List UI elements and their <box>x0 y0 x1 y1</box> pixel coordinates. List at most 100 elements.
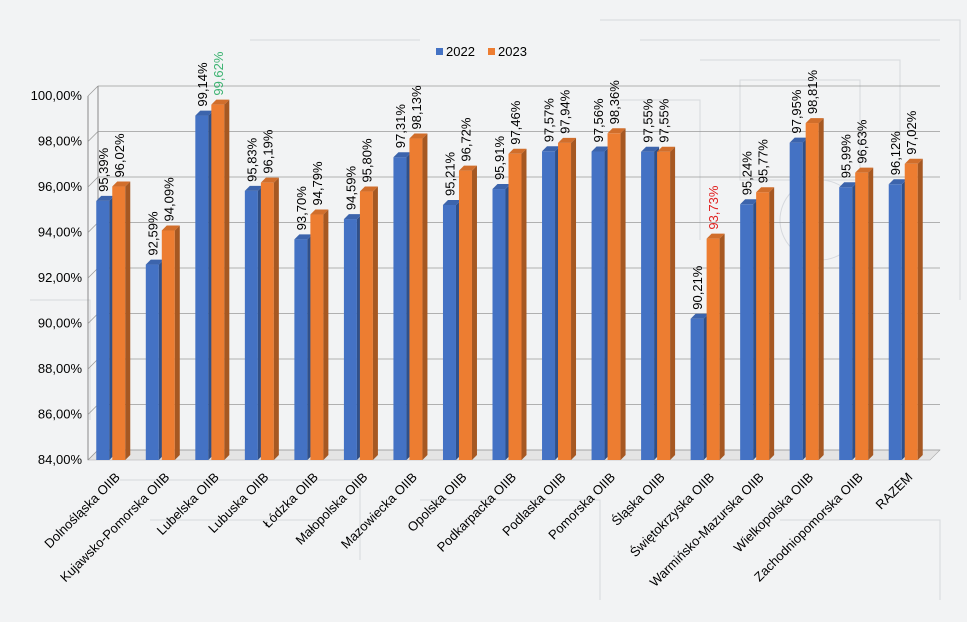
bar-2023 <box>161 230 175 460</box>
bar-2022 <box>888 184 902 460</box>
y-axis: 84,00% 86,00% 88,00% 90,00% 92,00% 94,00% 96,0… <box>31 86 99 467</box>
bar-2022 <box>492 189 506 461</box>
bar-top <box>591 146 610 152</box>
data-label: 98,36% <box>607 80 622 125</box>
bar-2023 <box>657 151 671 461</box>
data-label: 97,55% <box>657 98 672 143</box>
bar-top <box>96 195 115 201</box>
category-label: Świętokrzyska OIIB <box>627 470 717 560</box>
data-label: 97,31% <box>393 104 408 149</box>
data-label: 96,12% <box>888 131 903 176</box>
bar-side <box>719 233 725 460</box>
bar-top <box>343 214 362 220</box>
bar-top <box>260 177 279 183</box>
bar-side <box>224 99 230 461</box>
data-label: 94,79% <box>310 161 325 206</box>
data-label: 95,83% <box>244 137 259 182</box>
bar-2023 <box>310 214 324 460</box>
bar-top <box>359 186 378 192</box>
bar-2023 <box>508 153 522 460</box>
legend-label: 2023 <box>498 44 527 59</box>
bar-2023 <box>211 104 225 461</box>
data-label: 99,62% <box>211 51 226 96</box>
bar-side <box>372 186 378 461</box>
bar-side <box>323 209 329 460</box>
bar-2023 <box>409 138 423 461</box>
bar-2022 <box>195 115 209 460</box>
legend: 2022 2023 <box>436 44 527 59</box>
bar-2023 <box>756 192 770 461</box>
bar-side <box>174 225 180 460</box>
bar-top <box>706 233 725 239</box>
bar-2023 <box>607 133 621 460</box>
bar-side <box>125 181 131 461</box>
bar-2023 <box>359 191 373 461</box>
category-label: RAZEM <box>873 470 916 513</box>
bar-2023 <box>855 172 869 461</box>
bars <box>96 99 923 461</box>
data-label: 95,99% <box>839 134 854 179</box>
gridline <box>87 85 99 97</box>
legend-label: 2022 <box>446 44 475 59</box>
data-label: 97,55% <box>641 98 656 143</box>
bar-top <box>393 152 412 158</box>
bar-top <box>756 187 775 193</box>
bar-top <box>789 137 808 143</box>
bar-top <box>112 181 131 187</box>
y-tick-label: 98,00% <box>38 134 83 149</box>
bar-top <box>641 146 660 152</box>
bar-top <box>161 225 180 231</box>
bar-side <box>471 165 477 460</box>
y-tick-label: 86,00% <box>38 407 83 422</box>
data-label: 90,21% <box>690 265 705 310</box>
data-label: 97,56% <box>591 98 606 143</box>
bar-side <box>422 133 428 461</box>
bar-2022 <box>442 204 456 460</box>
y-tick-label: 100,00% <box>31 88 83 103</box>
bar-side <box>818 118 824 460</box>
bar-top <box>657 146 676 152</box>
data-labels: 95,39% 96,02% 92,59%94,09% 99,14% 99,62% 95,8… <box>96 51 919 310</box>
bar-top <box>458 165 477 171</box>
y-tick-label: 88,00% <box>38 361 83 376</box>
bar-2022 <box>96 200 110 460</box>
bar-top <box>805 118 824 124</box>
bar-side <box>273 177 279 461</box>
bar-top <box>492 184 511 190</box>
bar-side <box>917 158 923 461</box>
data-label: 95,91% <box>492 136 507 181</box>
y-tick-label: 84,00% <box>38 452 83 467</box>
bar-2023 <box>260 182 274 461</box>
bar-2022 <box>591 151 605 460</box>
bar-side <box>868 167 874 461</box>
y-tick-label: 90,00% <box>38 316 83 331</box>
legend-swatch <box>436 48 443 55</box>
legend-swatch <box>488 48 495 55</box>
data-label: 95,24% <box>740 151 755 196</box>
y-tick-label: 96,00% <box>38 179 83 194</box>
bar-2022 <box>789 142 803 460</box>
bar-top <box>442 199 461 205</box>
data-label: 94,09% <box>161 177 176 222</box>
bar-top <box>310 209 329 215</box>
data-label: 96,63% <box>855 119 870 164</box>
data-label: 95,39% <box>96 147 111 192</box>
data-label: 92,59% <box>145 211 160 256</box>
gridline <box>87 131 99 142</box>
bar-2023 <box>458 170 472 460</box>
bar-top <box>690 313 709 319</box>
y-tick-label: 94,00% <box>38 225 83 240</box>
bar-2023 <box>805 123 819 460</box>
data-label: 96,02% <box>112 133 127 178</box>
bar-side <box>670 146 676 461</box>
data-label: 97,94% <box>558 89 573 134</box>
bar-2023 <box>706 238 720 460</box>
bar-2023 <box>112 186 126 461</box>
data-label: 97,57% <box>542 98 557 143</box>
bar-2022 <box>294 239 308 460</box>
bar-side <box>620 128 626 460</box>
bar-2022 <box>839 187 853 461</box>
